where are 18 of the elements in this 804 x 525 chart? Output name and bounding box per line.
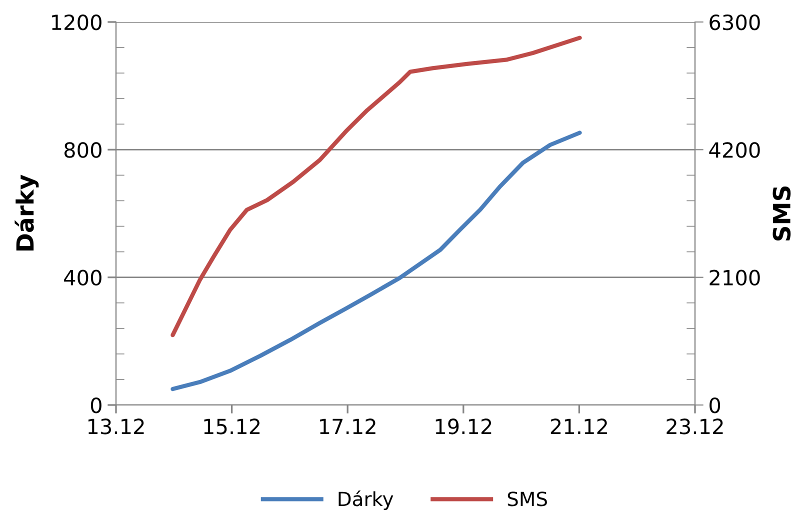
x-tick-label: 21.12	[550, 418, 607, 434]
y2-tick-label: 2100	[710, 270, 760, 286]
y-tick-label: 0	[90, 397, 102, 414]
x-tick-label: 19.12	[436, 418, 492, 434]
y2-tick-label: 0	[710, 397, 720, 414]
y2-axis-title: SMS	[772, 186, 791, 241]
legend-label: SMS	[508, 492, 547, 506]
x-tick-label: 13.12	[88, 418, 144, 434]
x-tick-label: 15.12	[204, 418, 260, 434]
y-tick-label: 1200	[52, 14, 102, 30]
x-tick-label: 23.12	[666, 418, 723, 434]
y-tick-label: 400	[64, 270, 102, 286]
y2-tick-label: 6300	[710, 14, 760, 30]
y-tick-label: 800	[64, 142, 102, 158]
legend-label: Dárky	[338, 490, 394, 510]
y2-tick-label: 4200	[709, 142, 760, 158]
y-axis-title: Dárky	[14, 174, 39, 250]
x-tick-label: 17.12	[320, 418, 376, 434]
